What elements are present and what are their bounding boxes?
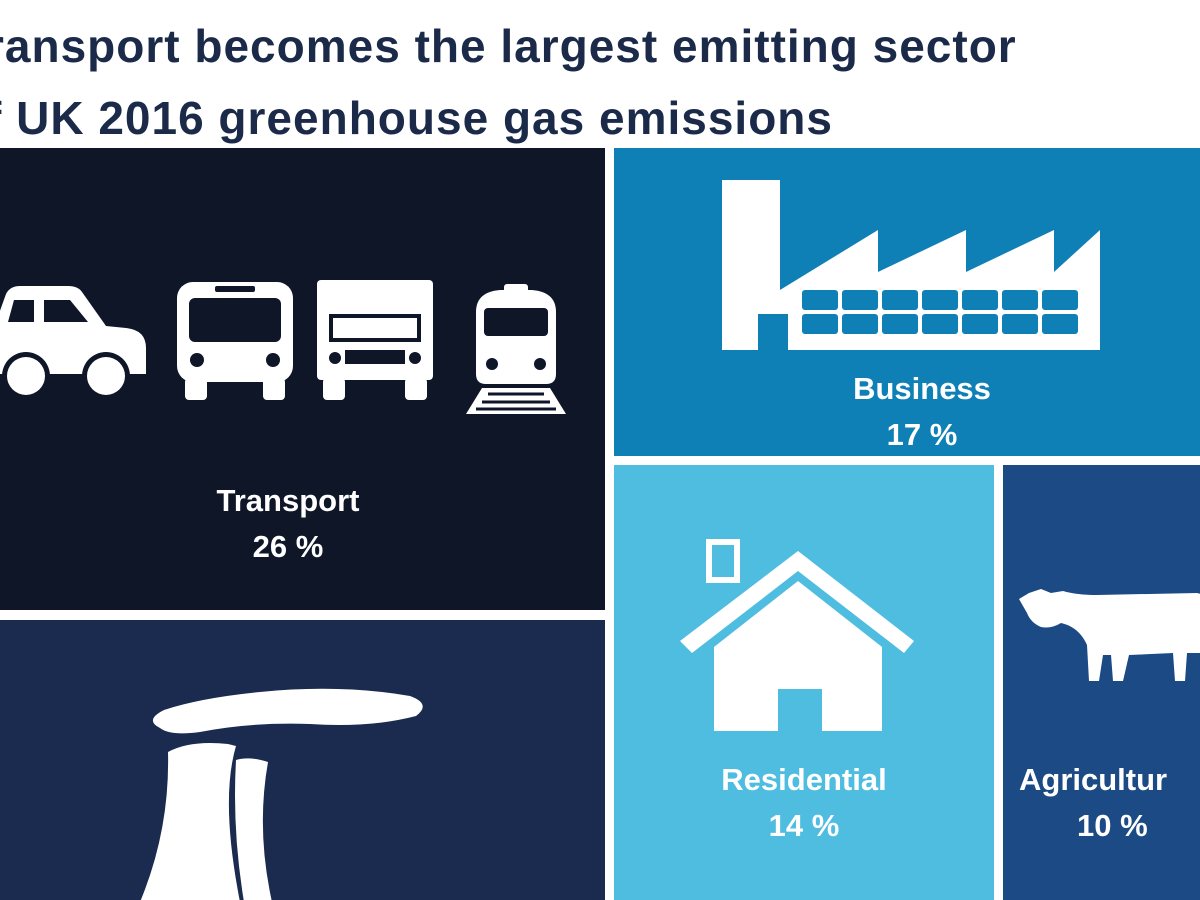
agriculture-label: Agricultur 10 % [1019, 757, 1200, 849]
transport-panel: Transport 26 % [0, 148, 605, 610]
house-icon [680, 539, 914, 731]
truck-icon [317, 280, 433, 400]
business-share: 17 % [886, 417, 958, 452]
residential-share: 14 % [768, 808, 840, 843]
business-name: Business [853, 371, 991, 406]
agriculture-panel: Agricultur 10 % [1003, 465, 1200, 900]
bus-icon [177, 282, 293, 400]
title-line-2: f UK 2016 greenhouse gas emissions [0, 92, 833, 144]
residential-name: Residential [721, 762, 887, 797]
transport-label: Transport 26 % [188, 478, 388, 570]
car-icon [0, 286, 146, 400]
agriculture-share: 10 % [1077, 808, 1148, 843]
cow-icon [1019, 589, 1200, 681]
infographic-title: ransport becomes the largest emitting se… [0, 10, 1200, 154]
energy-panel [0, 620, 605, 900]
power-station-icon [140, 688, 423, 900]
title-line-1: ransport becomes the largest emitting se… [0, 20, 1017, 72]
residential-label: Residential 14 % [684, 757, 924, 849]
business-panel: Business 17 % [614, 148, 1200, 456]
residential-panel: Residential 14 % [614, 465, 994, 900]
train-icon [466, 284, 566, 414]
factory-icon [722, 180, 1100, 350]
agriculture-name: Agricultur [1019, 762, 1168, 797]
transport-share: 26 % [252, 529, 324, 564]
business-label: Business 17 % [822, 366, 1022, 456]
transport-name: Transport [216, 483, 360, 518]
